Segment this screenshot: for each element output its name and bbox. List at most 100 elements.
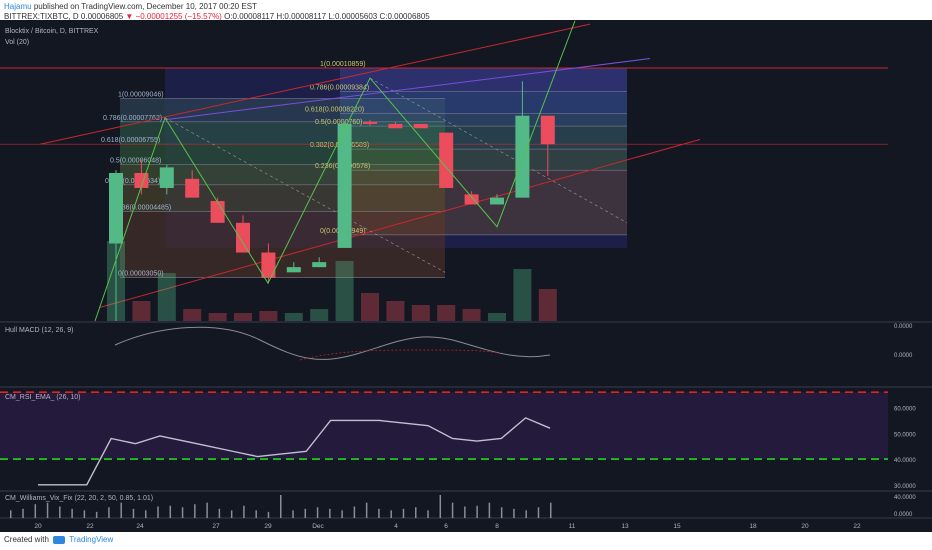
fib-band-lower bbox=[120, 164, 445, 185]
vix-bar bbox=[169, 505, 172, 518]
macd-tick-label: 0.0000 bbox=[894, 324, 913, 330]
volume-bar bbox=[538, 289, 557, 321]
volume-bar bbox=[284, 313, 303, 321]
created-with: Created with bbox=[4, 535, 49, 544]
vix-bar bbox=[488, 502, 491, 518]
vix-bar bbox=[22, 508, 24, 518]
candle-body bbox=[439, 132, 454, 188]
candle-body bbox=[540, 115, 555, 145]
vix-bar bbox=[415, 507, 417, 518]
vix-bar bbox=[230, 510, 233, 518]
vix-bar bbox=[108, 507, 110, 518]
rsi-line bbox=[38, 417, 551, 486]
fib-band-lower bbox=[120, 98, 445, 122]
vix-bar bbox=[316, 507, 319, 518]
volume-bar bbox=[234, 313, 252, 321]
fib-band-lower bbox=[120, 184, 445, 212]
fib-band-lower bbox=[120, 211, 445, 278]
vix-bar bbox=[218, 508, 221, 518]
volume-bar bbox=[335, 261, 354, 321]
volume-bar bbox=[437, 305, 456, 321]
rsi-band bbox=[0, 392, 888, 460]
volume-bar bbox=[386, 301, 405, 321]
volume-bar bbox=[183, 309, 202, 321]
channel-upper bbox=[39, 23, 591, 145]
candle-body bbox=[413, 123, 428, 129]
harmonic-pattern-line bbox=[94, 20, 576, 322]
fib-label-upper: 1(0.00010859) bbox=[320, 61, 366, 68]
fib-label-lower: 1(0.00009046) bbox=[118, 92, 164, 99]
vix-bar bbox=[145, 510, 147, 518]
vix-bar bbox=[83, 510, 86, 518]
vix-title: CM_Williams_Vix_Fix (22, 20, 2, 50, 0.85… bbox=[5, 495, 153, 502]
candle-body bbox=[490, 197, 504, 205]
volume-bar bbox=[462, 309, 481, 321]
last-price: 0.00006805 bbox=[80, 12, 124, 21]
vix-bar bbox=[46, 502, 49, 518]
time-tick-label: 4 bbox=[394, 523, 398, 530]
vix-bar bbox=[243, 505, 245, 518]
publish-line: Hajamu published on TradingView.com, Dec… bbox=[4, 2, 257, 11]
fib-band-lower bbox=[120, 121, 445, 145]
candle-body bbox=[363, 121, 377, 124]
fib-label-upper: 0.618(0.00008220) bbox=[305, 107, 364, 114]
tradingview-link[interactable]: TradingView bbox=[69, 535, 114, 544]
candle-body bbox=[312, 262, 327, 268]
vix-bar bbox=[329, 508, 331, 518]
vix-bar bbox=[353, 506, 356, 518]
volume-bar bbox=[488, 313, 506, 321]
candle-body bbox=[337, 123, 352, 248]
fib-label-lower: 0.5(0.00006048) bbox=[110, 158, 161, 165]
vix-bar bbox=[464, 506, 466, 518]
vix-bar bbox=[267, 511, 270, 518]
vix-bar bbox=[10, 510, 12, 518]
vix-bar bbox=[550, 502, 552, 518]
vix-bar bbox=[402, 508, 405, 518]
vix-bar bbox=[525, 510, 527, 518]
candle-body bbox=[185, 178, 200, 198]
fib-label-lower: 0.382(0.0000534) bbox=[105, 178, 160, 185]
time-tick-label: 11 bbox=[569, 523, 576, 530]
time-tick-label: 24 bbox=[136, 523, 144, 530]
candle-body bbox=[210, 201, 225, 223]
vix-bar bbox=[427, 510, 429, 518]
candle-body bbox=[286, 267, 301, 273]
fib-label-upper: 0.5(0.0000760) bbox=[315, 119, 362, 126]
symbol-text: BITTREX:TIXBTC, D bbox=[4, 12, 79, 21]
trend-purple bbox=[164, 58, 651, 121]
fib-band-lower bbox=[120, 144, 445, 165]
vix-bar bbox=[59, 506, 61, 518]
vix-bar bbox=[304, 508, 307, 518]
vix-bar bbox=[206, 502, 208, 518]
vix-bar bbox=[194, 504, 196, 518]
trend-dashed-1 bbox=[164, 117, 446, 273]
fib-band-upper bbox=[340, 126, 627, 150]
channel-lower bbox=[99, 139, 701, 308]
ohlc-text: O:0.00008117 H:0.00008117 L:0.00005603 C… bbox=[224, 12, 430, 21]
vix-bar bbox=[365, 502, 368, 518]
vix-bar bbox=[341, 510, 343, 518]
vix-bar bbox=[500, 507, 503, 518]
macd-line bbox=[114, 326, 551, 360]
time-tick-label: 13 bbox=[621, 523, 629, 530]
vix-bar bbox=[280, 495, 282, 518]
time-tick-label: 20 bbox=[34, 523, 42, 530]
candle-body bbox=[261, 252, 276, 278]
footer: Created with TradingView bbox=[4, 535, 113, 544]
rsi-tick-label: 30.0000 bbox=[894, 484, 916, 490]
price-axis-bg bbox=[888, 20, 932, 532]
volume-bar bbox=[411, 305, 430, 321]
main-title: Blocktix / Bitcoin, D, BITTREX bbox=[5, 28, 99, 35]
volume-bar bbox=[310, 309, 329, 321]
vix-bar bbox=[157, 506, 159, 518]
vix-bar bbox=[71, 508, 73, 518]
vix-bar bbox=[132, 508, 135, 518]
author-link[interactable]: Hajamu bbox=[4, 2, 32, 11]
vix-bar bbox=[120, 502, 122, 518]
fib-band-upper bbox=[340, 91, 627, 114]
time-tick-label: 27 bbox=[212, 523, 220, 530]
fib-label-lower: 0(0.00003050) bbox=[118, 271, 164, 278]
fib-box-lower bbox=[120, 98, 445, 278]
fib-label-upper: 0.786(0.00009384) bbox=[310, 84, 369, 91]
tradingview-logo-icon bbox=[53, 535, 66, 544]
